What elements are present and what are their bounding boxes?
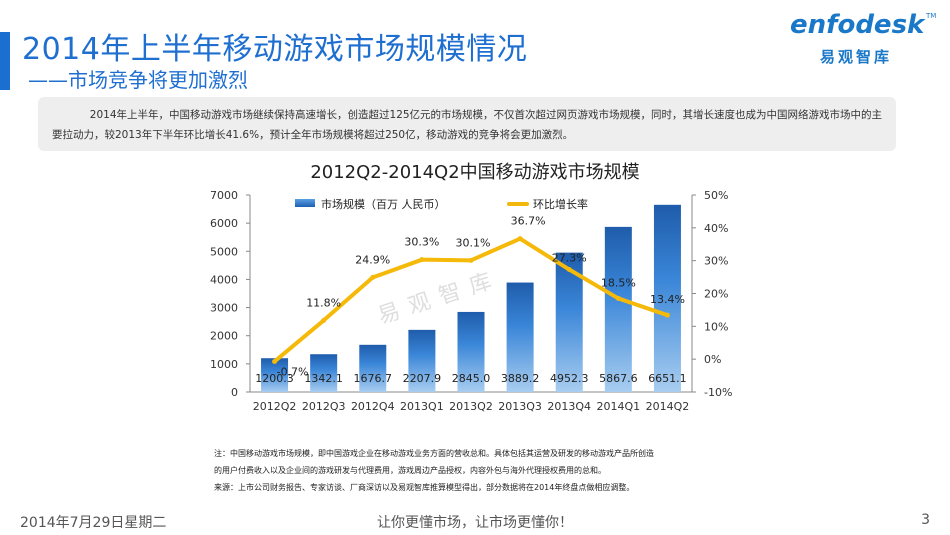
note-line-2: 的用户付费收入以及企业间的游戏研发与代理费用，游戏周边产品授权，内容外包与海外代… [214, 466, 606, 475]
growth-point [419, 257, 425, 263]
growth-value-label: 36.7% [511, 215, 546, 228]
x-tick-label: 2013Q1 [400, 400, 444, 413]
logo-brand: enfodesk [790, 10, 925, 40]
growth-value-label: 30.1% [456, 236, 491, 249]
growth-value-label: 27.3% [552, 252, 587, 265]
legend-bar-label: 市场规模（百万 人民币） [321, 198, 446, 211]
bar-value-label: 5867.6 [599, 372, 638, 385]
growth-point [615, 295, 621, 301]
bar [310, 354, 338, 392]
bar [408, 329, 436, 392]
note-line-1: 注：中国移动游戏市场规模，即中国游戏企业在移动游戏业务方面的营收总和。具体包括其… [214, 449, 654, 458]
growth-point [468, 257, 474, 263]
bar-value-label: 1676.7 [354, 372, 393, 385]
legend-line-swatch [507, 202, 529, 206]
chart-legend: 市场规模（百万 人民币） 环比增长率 [295, 196, 655, 212]
growth-point [664, 312, 670, 318]
page-title: 2014年上半年移动游戏市场规模情况 [22, 32, 528, 67]
growth-value-label: 11.8% [306, 296, 341, 309]
y-left-tick-label: 7000 [210, 189, 238, 202]
bar [359, 344, 387, 392]
growth-value-label: 18.5% [601, 276, 636, 289]
y-left-tick-label: 1000 [210, 358, 238, 371]
y-right-tick-label: 0% [704, 353, 721, 366]
title-accent-bar [0, 32, 10, 90]
x-tick-label: 2012Q2 [253, 400, 297, 413]
bar [653, 204, 681, 392]
bar [506, 282, 534, 392]
growth-point [370, 274, 376, 280]
bar [604, 226, 632, 392]
y-left-tick-label: 5000 [210, 245, 238, 258]
legend-bar-swatch [295, 199, 315, 207]
growth-point [272, 358, 278, 364]
bar [457, 311, 485, 392]
y-left-tick-label: 4000 [210, 273, 238, 286]
page-subtitle: ——市场竞争将更加激烈 [28, 68, 248, 92]
footer-slogan: 让你更懂市场，让市场更懂你！ [377, 515, 573, 531]
x-tick-label: 2012Q3 [302, 400, 346, 413]
logo-tm: TM [926, 12, 937, 20]
y-left-tick-label: 2000 [210, 330, 238, 343]
y-left-tick-label: 3000 [210, 302, 238, 315]
growth-point [517, 236, 523, 242]
y-right-tick-label: 30% [704, 255, 728, 268]
bar-value-label: 1200.3 [255, 372, 294, 385]
y-right-tick-label: 50% [704, 189, 728, 202]
x-tick-label: 2013Q2 [449, 400, 493, 413]
bar-value-label: 2845.0 [452, 372, 491, 385]
y-right-tick-label: -10% [704, 386, 732, 399]
logo-cn: 易观智库 [820, 48, 893, 66]
bar-value-label: 4952.3 [550, 372, 589, 385]
bar-value-label: 6651.1 [648, 372, 687, 385]
summary-box: 2014年上半年，中国移动游戏市场继续保持高速增长，创造超过125亿元的市场规模… [38, 97, 896, 151]
x-tick-label: 2012Q4 [351, 400, 395, 413]
x-tick-label: 2014Q2 [646, 400, 690, 413]
growth-value-label: 30.3% [404, 236, 439, 249]
growth-point [566, 267, 572, 273]
growth-point [321, 317, 327, 323]
note-source: 来源：上市公司财务报告、专家访谈、厂商深访以及易观智库推算模型得出，部分数据将在… [214, 483, 635, 492]
x-tick-label: 2014Q1 [597, 400, 641, 413]
enfodesk-logo: enfodesk TM 易观智库 [790, 10, 940, 72]
summary-text: 2014年上半年，中国移动游戏市场继续保持高速增长，创造超过125亿元的市场规模… [52, 109, 883, 141]
x-tick-label: 2013Q4 [547, 400, 591, 413]
y-right-tick-label: 10% [704, 320, 728, 333]
bar-value-label: 2207.9 [403, 372, 442, 385]
growth-value-label: 24.9% [355, 253, 390, 266]
y-right-tick-label: 20% [704, 288, 728, 301]
chart-title: 2012Q2-2014Q2中国移动游戏市场规模 [310, 162, 640, 183]
y-left-tick-label: 0 [231, 386, 238, 399]
page-number: 3 [921, 512, 930, 528]
bar-value-label: 3889.2 [501, 372, 540, 385]
y-left-tick-label: 6000 [210, 217, 238, 230]
growth-value-label: 13.4% [650, 293, 685, 306]
footer-date: 2014年7月29日星期二 [20, 515, 167, 531]
legend-line-label: 环比增长率 [533, 198, 588, 211]
bar-value-label: 1342.1 [304, 372, 343, 385]
growth-value-label: -0.7% [277, 365, 309, 378]
y-right-tick-label: 40% [704, 222, 728, 235]
x-tick-label: 2013Q3 [498, 400, 542, 413]
